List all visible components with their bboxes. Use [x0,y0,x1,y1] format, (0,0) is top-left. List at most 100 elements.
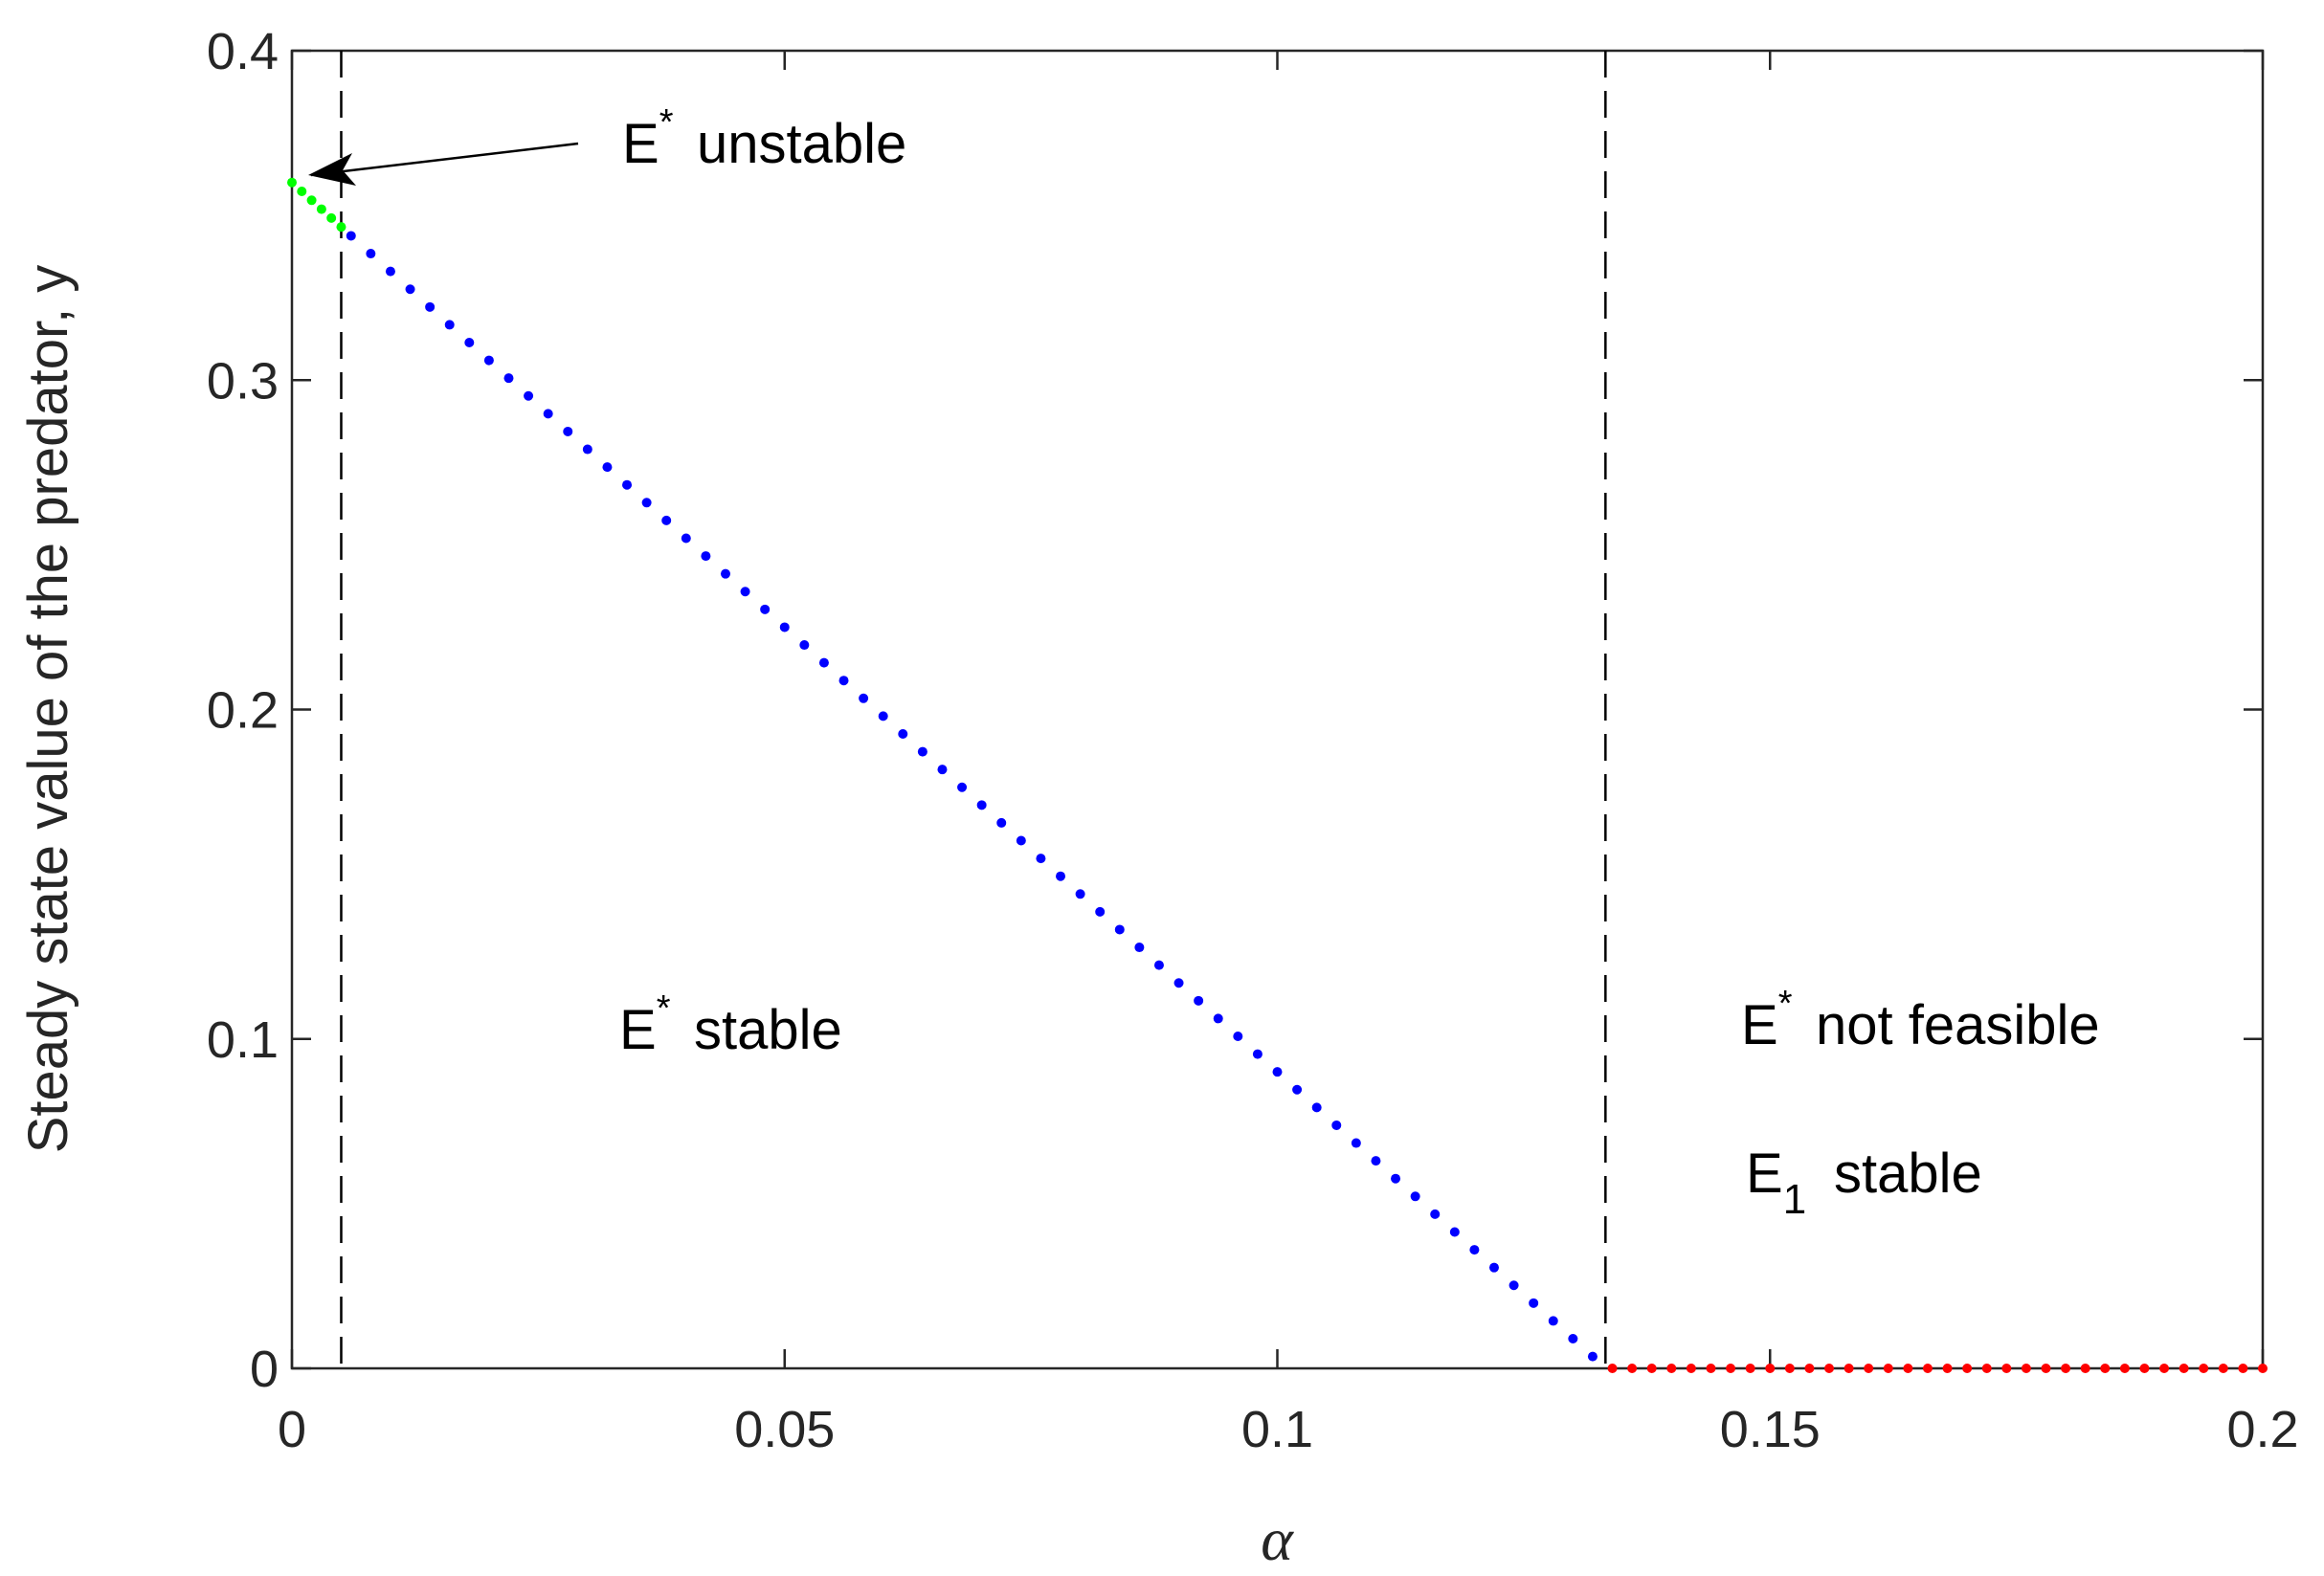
data-point [1410,1191,1420,1202]
y-tick-label: 0.2 [207,682,279,740]
data-point [1095,906,1106,917]
data-point [2238,1364,2248,1373]
data-point [1646,1364,1657,1373]
data-point [1194,995,1204,1006]
data-point [503,373,514,384]
data-point [661,515,672,525]
data-point [1488,1262,1499,1273]
data-point [1213,1013,1223,1024]
data-point [1981,1364,1992,1373]
x-axis-label: α [1261,1505,1294,1573]
data-point [1903,1364,1913,1373]
data-point [917,746,927,757]
data-point [1666,1364,1677,1373]
data-point [1252,1049,1263,1059]
annotation-text: stable [694,999,842,1061]
data-point [425,301,436,312]
data-point [1036,854,1046,864]
data-point [1391,1173,1401,1184]
data-point [898,728,908,739]
data-point [2041,1364,2051,1373]
data-point [405,284,415,295]
data-point [582,444,592,455]
data-point [2218,1364,2228,1373]
data-point [287,177,297,188]
data-point [681,533,691,544]
x-tick-label: 0.1 [1241,1401,1313,1458]
annotation-main: E [619,999,657,1061]
data-point [2159,1364,2170,1373]
x-tick-label: 0.2 [2226,1401,2298,1458]
y-tick-label: 0.1 [207,1011,279,1069]
data-point [306,195,317,206]
annotation: E1 stable [1746,1143,1982,1223]
data-point [2061,1364,2071,1373]
data-point [1449,1227,1460,1237]
data-point [1233,1031,1243,1041]
annotation-text: not feasible [1816,994,2100,1056]
data-point [1508,1280,1519,1291]
data-point [1883,1364,1893,1373]
data-point [701,551,711,562]
data-point [2100,1364,2111,1373]
data-point [1114,924,1125,935]
data-point [976,800,987,810]
x-tick-label: 0 [278,1401,306,1458]
data-point [1587,1351,1598,1362]
data-point [366,249,376,259]
annotation-sub: 1 [1783,1176,1806,1223]
data-point [996,817,1007,828]
data-point [760,604,771,614]
data-point [878,711,888,721]
data-point [524,390,534,401]
data-point [2139,1364,2150,1373]
data-point [1844,1364,1854,1373]
data-point [1016,835,1026,846]
annotation-main: E [1746,1143,1783,1205]
data-point [1292,1084,1303,1095]
data-point [937,765,948,775]
annotation: E* stable [619,988,842,1061]
y-tick-label: 0.4 [207,23,279,80]
data-point [1686,1364,1696,1373]
annotation-sup: * [1778,984,1793,1024]
data-point [1173,978,1184,988]
x-tick-label: 0.15 [1720,1401,1821,1458]
data-point [1962,1364,1973,1373]
annotation: E* unstable [622,102,906,175]
data-point [2001,1364,2012,1373]
data-point [297,186,307,196]
data-point [1311,1102,1322,1113]
x-tick-label: 0.05 [734,1401,835,1458]
data-point [1765,1364,1776,1373]
data-point [1804,1364,1815,1373]
data-point [316,204,326,214]
y-tick-label: 0.3 [207,352,279,410]
data-point [2199,1364,2209,1373]
data-point [1726,1364,1736,1373]
data-point [1529,1298,1539,1308]
data-point [346,231,356,241]
data-point [818,657,829,668]
data-point [1430,1209,1441,1219]
data-point [1627,1364,1638,1373]
data-point [1706,1364,1716,1373]
data-point [336,222,346,233]
data-point [838,676,849,686]
y-axis-label: Steady state value of the predator, y [17,265,79,1154]
data-point [859,693,869,703]
annotation-main: E [1741,994,1778,1056]
data-point [543,409,553,419]
annotation: E* not feasible [1741,984,2100,1056]
annotation-sup: * [659,102,674,143]
data-point [2179,1364,2189,1373]
data-point [1351,1138,1361,1148]
data-point [563,426,573,436]
data-point [1942,1364,1953,1373]
data-point [1134,943,1145,953]
data-point [1745,1364,1755,1373]
data-point [326,212,337,223]
data-point [1075,889,1085,899]
